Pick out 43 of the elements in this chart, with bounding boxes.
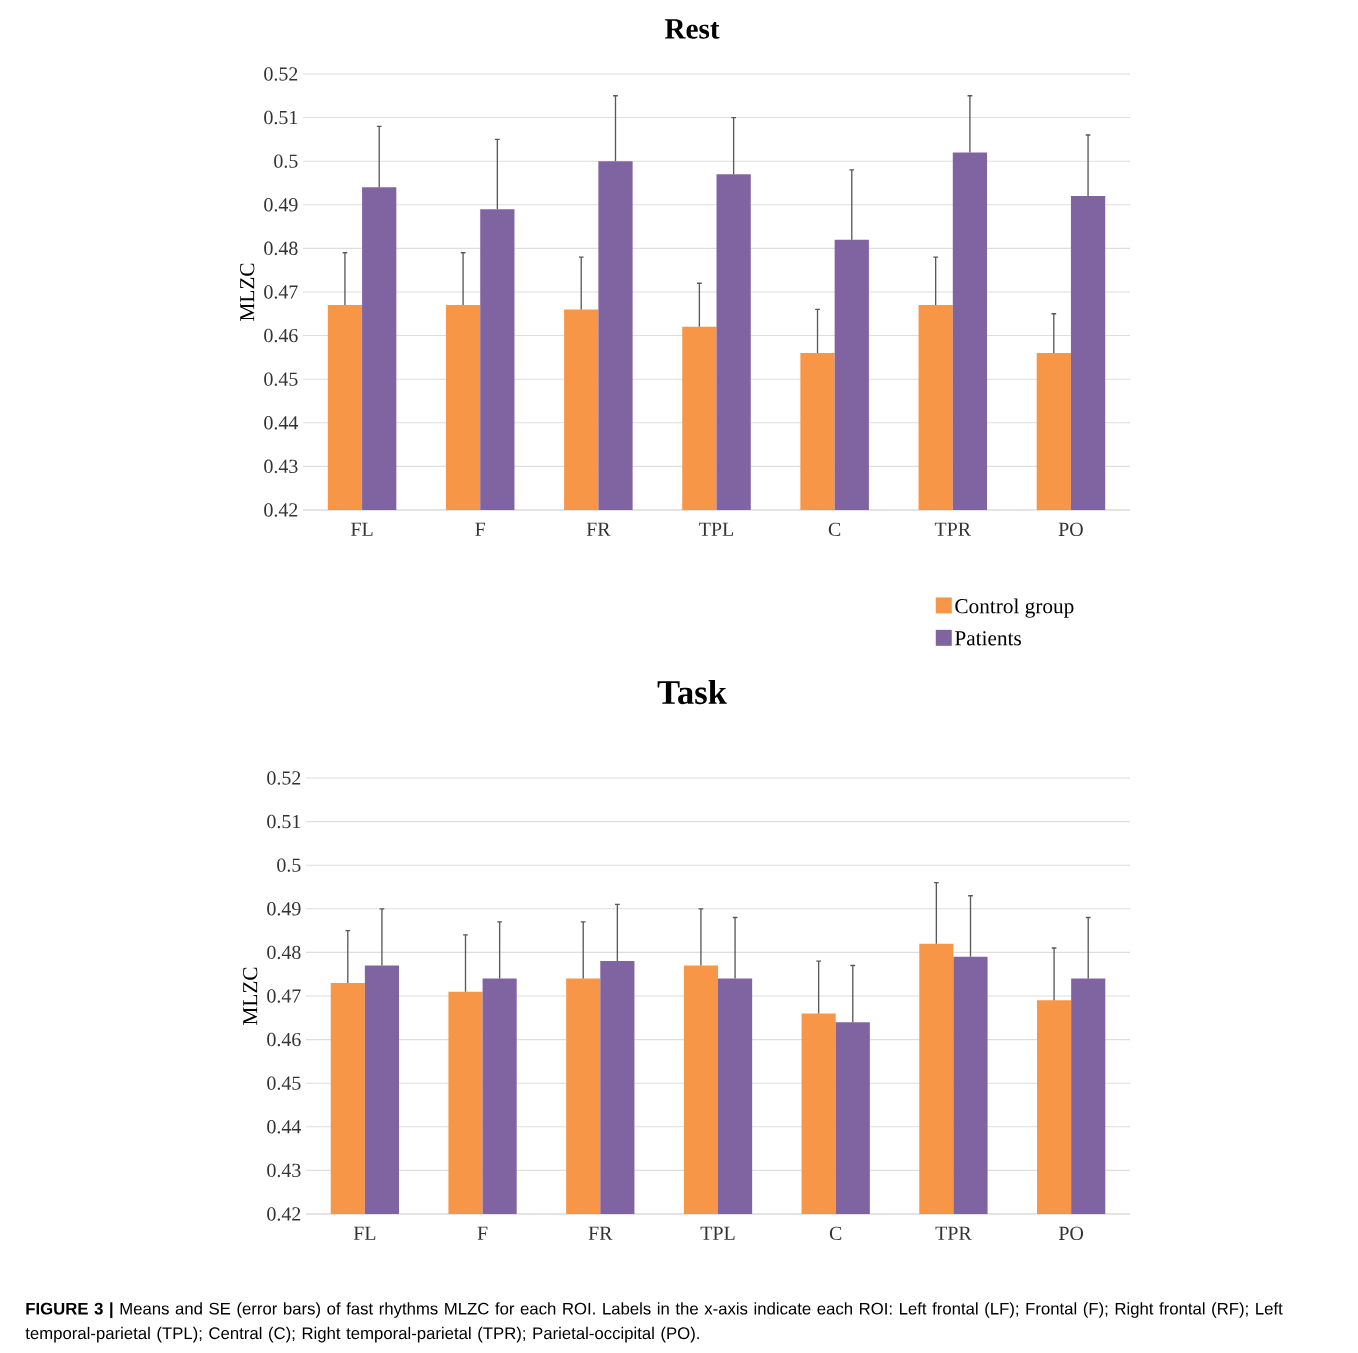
y-tick-label: 0.46 <box>267 1032 301 1047</box>
y-tick-label: 0.47 <box>264 285 298 299</box>
y-axis-title: MLZC <box>240 263 255 321</box>
x-tick-label: TPL <box>699 522 734 536</box>
y-tick-label: 0.42 <box>267 1207 301 1221</box>
y-tick-label: 0.43 <box>264 459 298 474</box>
y-tick-label: 0.52 <box>267 771 301 785</box>
x-tick-label: FL <box>353 1226 376 1240</box>
y-tick-label: 0.49 <box>264 198 298 212</box>
y-tick-label: 0.49 <box>267 902 301 916</box>
y-tick-label: 0.5 <box>277 858 301 872</box>
chart-title: Task <box>657 679 727 705</box>
x-tick-label: TPR <box>935 1226 972 1240</box>
text: FIGURE 3 | Means and SE (error bars) of fast rhythms MLZC for each ROI. Labels in the x-axis indicate each ROI: Left frontal (LF); Frontal (F); Right frontal (RF); Left temporal-parietal (TPL); Central (C); Right temporal-parietal (TPR); Parietal-occipital (PO). <box>25 1302 1283 1343</box>
chart-title: Rest <box>664 19 720 39</box>
x-tick-label: PO <box>1058 522 1083 537</box>
x-tick-label: F <box>477 1226 488 1240</box>
x-tick-label: C <box>828 522 841 537</box>
y-tick-label: 0.45 <box>264 372 298 386</box>
x-tick-label: FL <box>351 522 373 536</box>
y-tick-label: 0.44 <box>264 416 298 430</box>
x-tick-label: TPR <box>934 522 972 536</box>
x-tick-label: FR <box>588 1226 613 1240</box>
x-tick-label: FR <box>586 522 611 536</box>
y-tick-label: 0.51 <box>264 110 298 125</box>
y-axis-title: MLZC <box>243 967 258 1025</box>
y-tick-label: 0.51 <box>267 814 301 829</box>
y-tick-label: 0.48 <box>264 241 298 256</box>
x-tick-label: F <box>475 522 486 536</box>
y-tick-label: 0.42 <box>264 503 298 517</box>
y-tick-label: 0.5 <box>274 154 298 168</box>
y-tick-label: 0.46 <box>264 328 298 343</box>
legend-label: Patients <box>955 631 1021 646</box>
x-tick-label: TPL <box>700 1226 735 1240</box>
y-tick-label: 0.43 <box>267 1163 301 1178</box>
y-tick-label: 0.48 <box>267 945 301 960</box>
y-tick-label: 0.52 <box>264 67 298 81</box>
x-tick-label: C <box>829 1226 842 1241</box>
y-tick-label: 0.45 <box>267 1076 301 1090</box>
legend-label: Control group <box>955 598 1074 618</box>
y-tick-label: 0.47 <box>267 989 301 1003</box>
y-tick-label: 0.44 <box>267 1120 301 1134</box>
x-tick-label: PO <box>1058 1226 1084 1241</box>
